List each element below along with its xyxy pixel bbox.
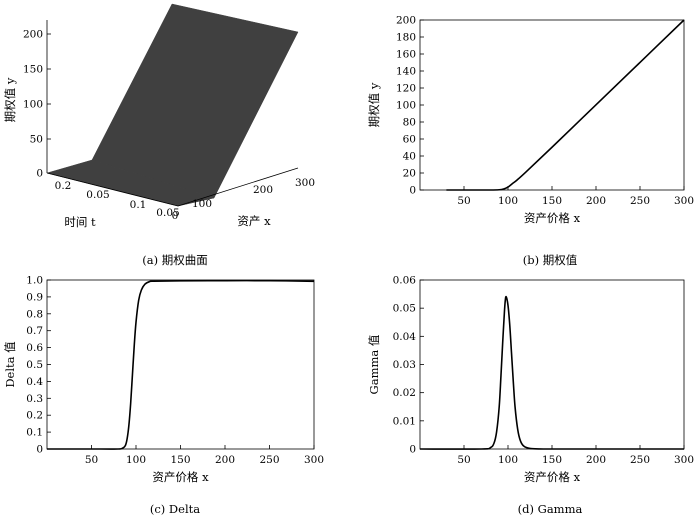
y-axis-label: 期权值 y xyxy=(367,82,381,127)
y-tick-label: 0.05 xyxy=(393,303,416,315)
y-axis-label: Gamma 值 xyxy=(367,334,381,394)
plot-frame xyxy=(46,279,315,450)
z-axis-label: 期权值 y xyxy=(3,77,17,122)
z-tick-label: 50 xyxy=(30,134,43,146)
caption-b: (b) 期权值 xyxy=(523,253,578,267)
y-tick-label: 1.0 xyxy=(26,275,43,287)
z-tick-label: 100 xyxy=(23,99,43,111)
x-tick-label: 300 xyxy=(304,454,324,466)
z-tick-label: 0 xyxy=(36,168,43,180)
y-tick-label: 0.8 xyxy=(26,308,43,320)
y-tick-label: 0 xyxy=(409,444,416,456)
y-tick-label: 0.02 xyxy=(393,387,416,399)
series-line xyxy=(47,279,315,450)
y-tick-label: 0.7 xyxy=(26,325,43,337)
plot-frame xyxy=(419,279,685,450)
series-line xyxy=(419,295,684,450)
y-tick-label: 60 xyxy=(403,134,416,146)
x-tick-label: 200 xyxy=(586,454,606,466)
x-tick-label: 250 xyxy=(630,195,650,207)
x-tick-label: 50 xyxy=(85,454,98,466)
series-line xyxy=(446,19,685,191)
y-tick-label: 0.06 xyxy=(393,275,417,287)
y-tick-label: 0.4 xyxy=(26,376,43,388)
x-axis-label: 资产 x xyxy=(237,214,271,228)
y-tick-label: 0 xyxy=(409,185,416,197)
x-tick-label: 100 xyxy=(498,195,518,207)
x-tick-label: 200 xyxy=(253,184,273,196)
y-tick-label: 0.3 xyxy=(26,393,43,405)
z-tick-label: 150 xyxy=(23,64,43,76)
x-tick-label: 150 xyxy=(542,454,562,466)
plot-frame xyxy=(419,19,685,191)
y-tick-label: 0.03 xyxy=(393,359,416,371)
y-tick-label: 120 xyxy=(396,83,416,95)
y-tick-label: 0.1 xyxy=(26,427,43,439)
x-tick-label: 250 xyxy=(630,454,650,466)
x-tick-label: 300 xyxy=(674,195,694,207)
y-tick-label: 40 xyxy=(403,151,416,163)
y-tick-label: 0.2 xyxy=(26,410,43,422)
t-axis xyxy=(46,172,179,207)
y-tick-label: 20 xyxy=(403,168,416,180)
panel-c-delta: 50 100 150 200 250 300 0 0.1 0.2 0.3 0.4 0.5 0.6 0.7 0… xyxy=(3,275,324,485)
x-tick-label: 100 xyxy=(126,454,146,466)
surface-sloped xyxy=(91,3,299,199)
x-tick-label: 250 xyxy=(259,454,279,466)
caption-c: (c) Delta xyxy=(150,502,200,516)
caption-d: (d) Gamma xyxy=(518,502,583,516)
t-tick-label: 0.05 xyxy=(86,189,109,201)
y-tick-label: 80 xyxy=(403,117,416,129)
x-tick-label: 100 xyxy=(192,198,212,210)
x-axis-label: 资产价格 x xyxy=(524,211,581,225)
y-tick-label: 0.04 xyxy=(393,331,417,343)
x-tick-label: 150 xyxy=(542,195,562,207)
panel-b-option-value: 50 100 150 200 250 300 0 20 40 60 80 100 120 140 160 18… xyxy=(367,15,694,226)
x-tick-label: 0 xyxy=(172,210,179,222)
z-tick-label: 200 xyxy=(23,29,43,41)
t-tick-label: 0.05 xyxy=(156,207,179,219)
x-axis xyxy=(177,167,299,207)
y-tick-label: 200 xyxy=(396,15,416,27)
x-tick-label: 150 xyxy=(170,454,190,466)
x-axis-label: 资产价格 x xyxy=(524,470,581,484)
y-tick-label: 0 xyxy=(36,444,43,456)
x-tick-label: 200 xyxy=(586,195,606,207)
x-tick-label: 200 xyxy=(215,454,235,466)
y-tick-label: 180 xyxy=(396,32,416,44)
y-tick-label: 140 xyxy=(396,66,416,78)
y-tick-label: 0.01 xyxy=(393,415,416,427)
x-tick-label: 50 xyxy=(457,195,470,207)
x-tick-label: 300 xyxy=(674,454,694,466)
x-tick-label: 50 xyxy=(457,454,470,466)
t-tick-label: 0.1 xyxy=(130,199,147,211)
t-axis-label: 时间 t xyxy=(64,215,96,229)
x-axis-label: 资产价格 x xyxy=(152,470,209,484)
panel-d-gamma: 50 100 150 200 250 300 0 0.01 0.02 0.03 0.04 0.05 0.… xyxy=(367,275,694,485)
y-tick-label: 0.9 xyxy=(26,291,43,303)
x-tick-label: 300 xyxy=(295,177,315,189)
y-axis-label: Delta 值 xyxy=(3,341,17,388)
x-tick-label: 100 xyxy=(498,454,518,466)
y-tick-label: 100 xyxy=(396,100,416,112)
y-tick-label: 0.6 xyxy=(26,342,43,354)
y-tick-label: 0.5 xyxy=(26,359,43,371)
caption-a: (a) 期权曲面 xyxy=(142,253,207,267)
t-tick-label: 0.2 xyxy=(55,180,72,192)
y-tick-label: 160 xyxy=(396,49,416,61)
